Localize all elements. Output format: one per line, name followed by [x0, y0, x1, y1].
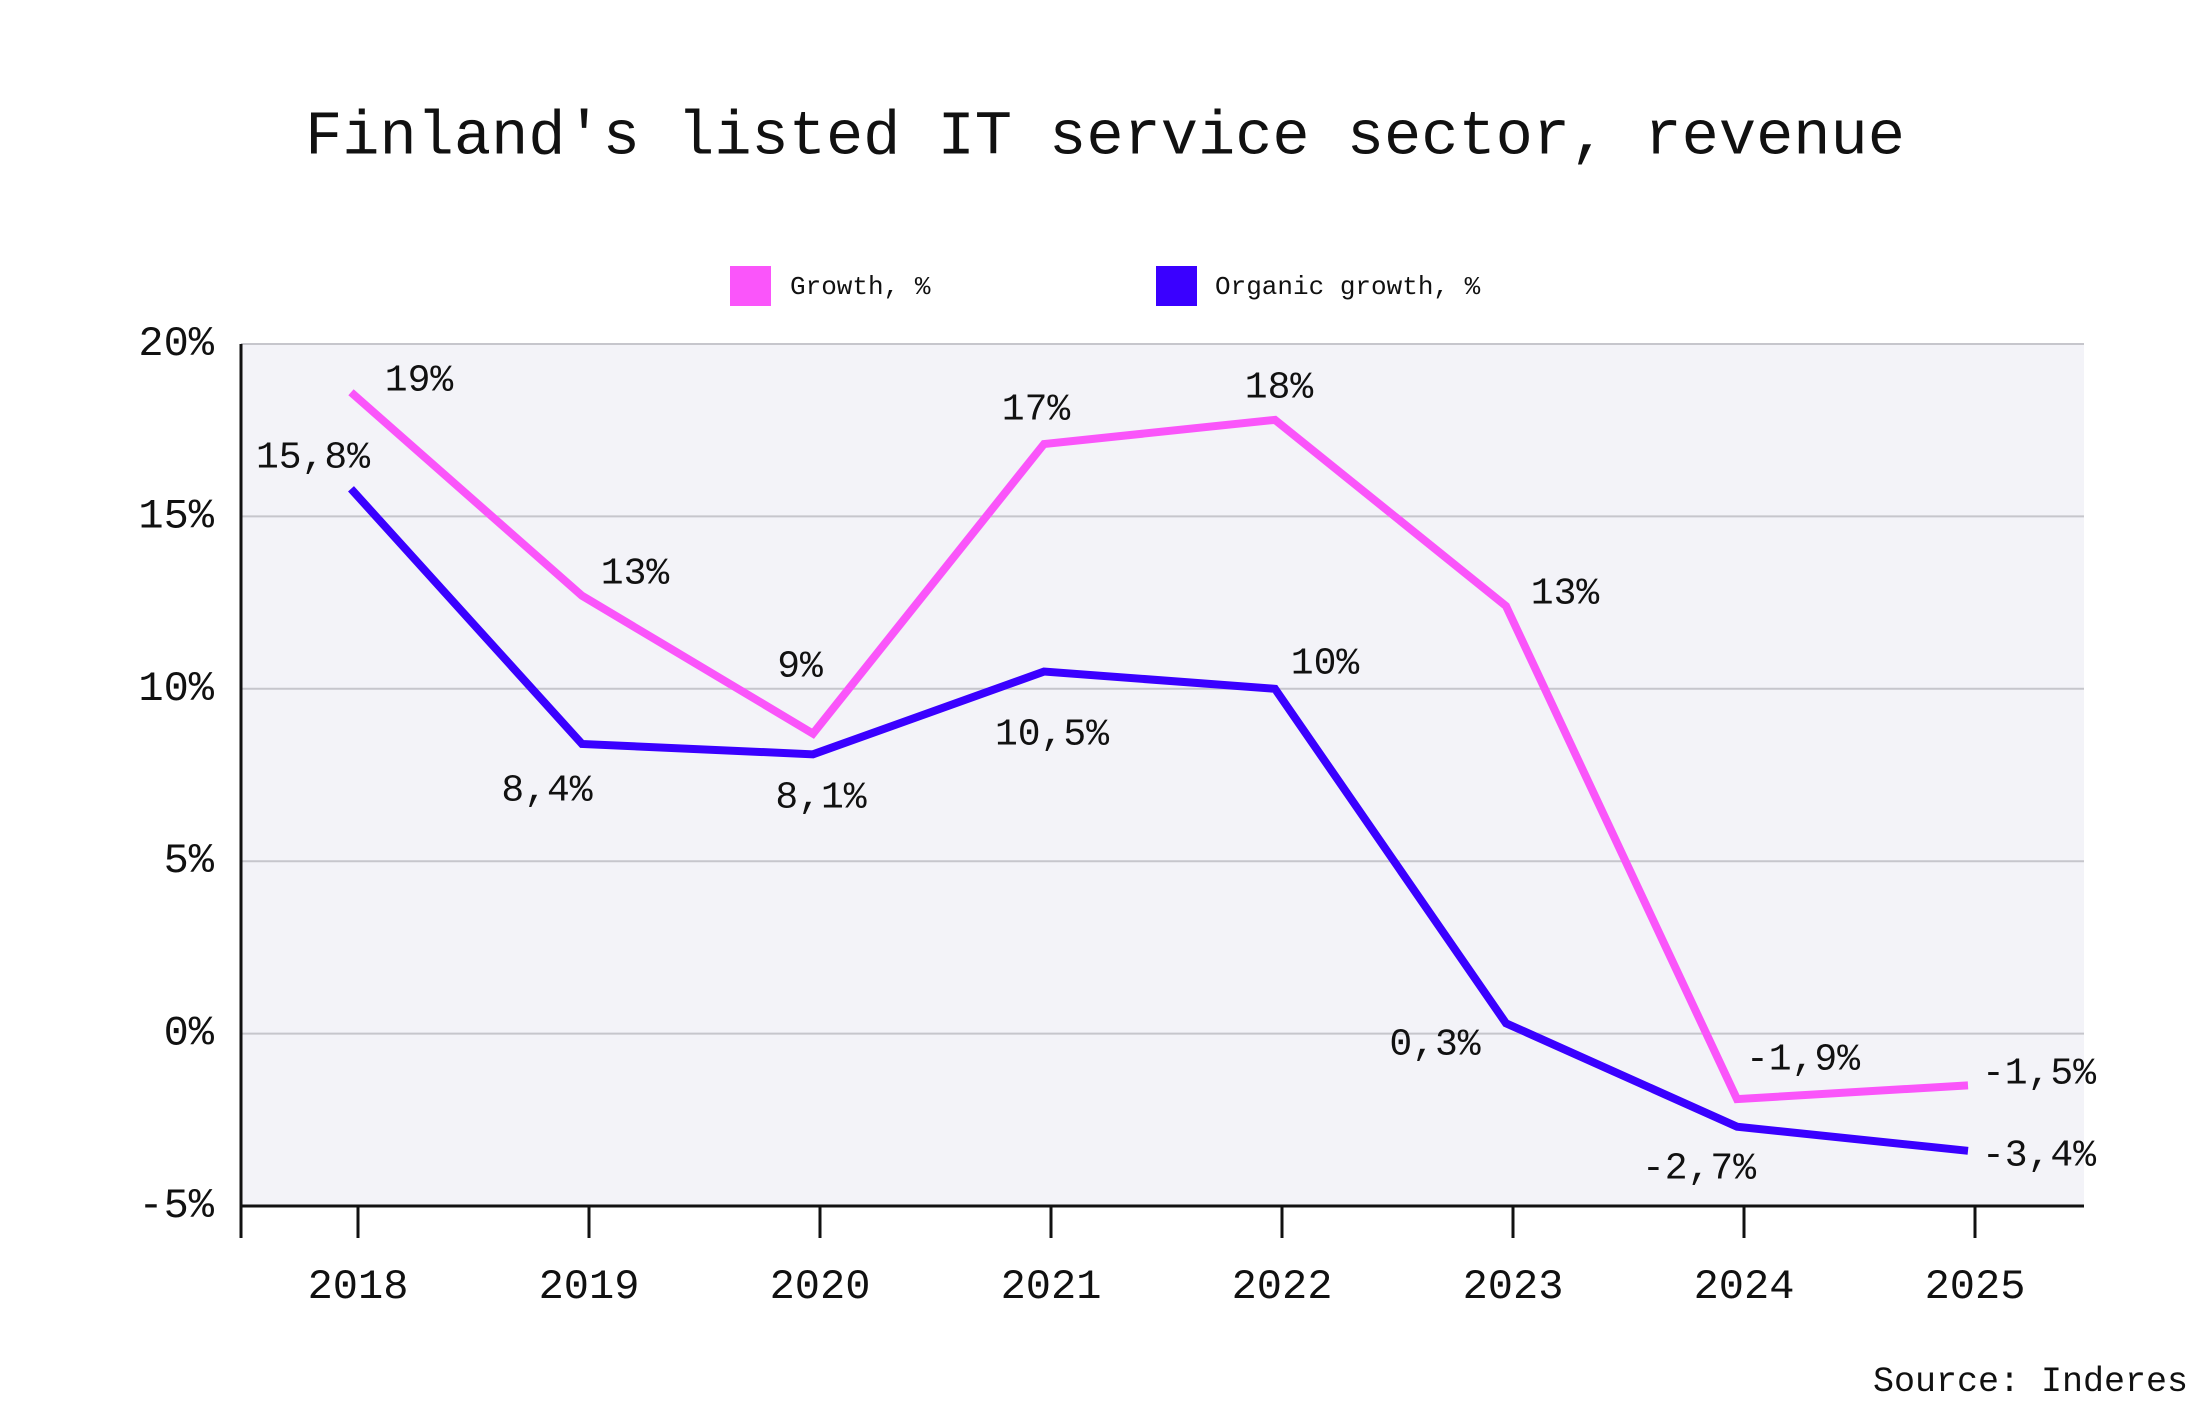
axes: -5% 0% 5% 10% 15% 20% 2018 2019 2020 2021 2022 2023…: [138, 320, 2084, 1311]
x-tick-label: 2025: [1925, 1263, 2026, 1311]
series-line: [348, 486, 1969, 1155]
data-label: -1,9%: [1746, 1039, 1860, 1082]
y-tick-label: 0%: [164, 1010, 215, 1058]
x-tick-label: 2023: [1463, 1263, 1564, 1311]
data-label: 13%: [1531, 573, 1600, 616]
legend-label: Organic growth, %: [1215, 272, 1481, 302]
data-label: 19%: [385, 360, 454, 403]
data-label: -3,4%: [1982, 1135, 2096, 1178]
data-label: -1,5%: [1982, 1053, 2096, 1096]
data-labels: 19% 13% 9% 17% 18% 13% -1,9% -1,5% 15,8% 8,4% 8,1%…: [256, 360, 2096, 1191]
x-tick-label: 2019: [539, 1263, 640, 1311]
x-tick-label: 2020: [770, 1263, 871, 1311]
y-tick-label: 15%: [138, 492, 214, 540]
data-label: 13%: [601, 553, 670, 596]
data-label: 8,1%: [775, 777, 866, 820]
series-line: [348, 389, 1969, 1104]
chart-title: Finland's listed IT service sector, reve…: [305, 102, 1905, 173]
data-label: -2,7%: [1642, 1148, 1756, 1191]
data-label: 10%: [1291, 643, 1360, 686]
y-tick-label: 20%: [138, 320, 214, 368]
data-label: 0,3%: [1389, 1024, 1480, 1067]
legend-swatch: [1156, 266, 1197, 306]
x-tick-label: 2021: [1001, 1263, 1102, 1311]
source-note: Source: Inderes: [1873, 1362, 2188, 1402]
x-tick-label: 2024: [1694, 1263, 1795, 1311]
data-label: 10,5%: [995, 714, 1109, 757]
legend-label: Growth, %: [790, 272, 931, 302]
plot-area: [241, 344, 2084, 1206]
series-group: [348, 389, 1969, 1155]
data-label: 15,8%: [256, 437, 370, 480]
x-tick-label: 2022: [1232, 1263, 1333, 1311]
x-tick-label: 2018: [308, 1263, 409, 1311]
data-label: 9%: [777, 646, 823, 689]
legend-swatch: [730, 266, 771, 306]
data-label: 8,4%: [501, 770, 592, 813]
legend: Growth, % Organic growth, %: [730, 266, 1481, 306]
gridlines: [241, 343, 2084, 1035]
y-tick-label: 10%: [138, 665, 214, 713]
y-tick-label: 5%: [164, 837, 215, 885]
data-label: 17%: [1002, 389, 1071, 432]
data-label: 18%: [1245, 367, 1314, 410]
y-tick-label: -5%: [138, 1182, 214, 1230]
